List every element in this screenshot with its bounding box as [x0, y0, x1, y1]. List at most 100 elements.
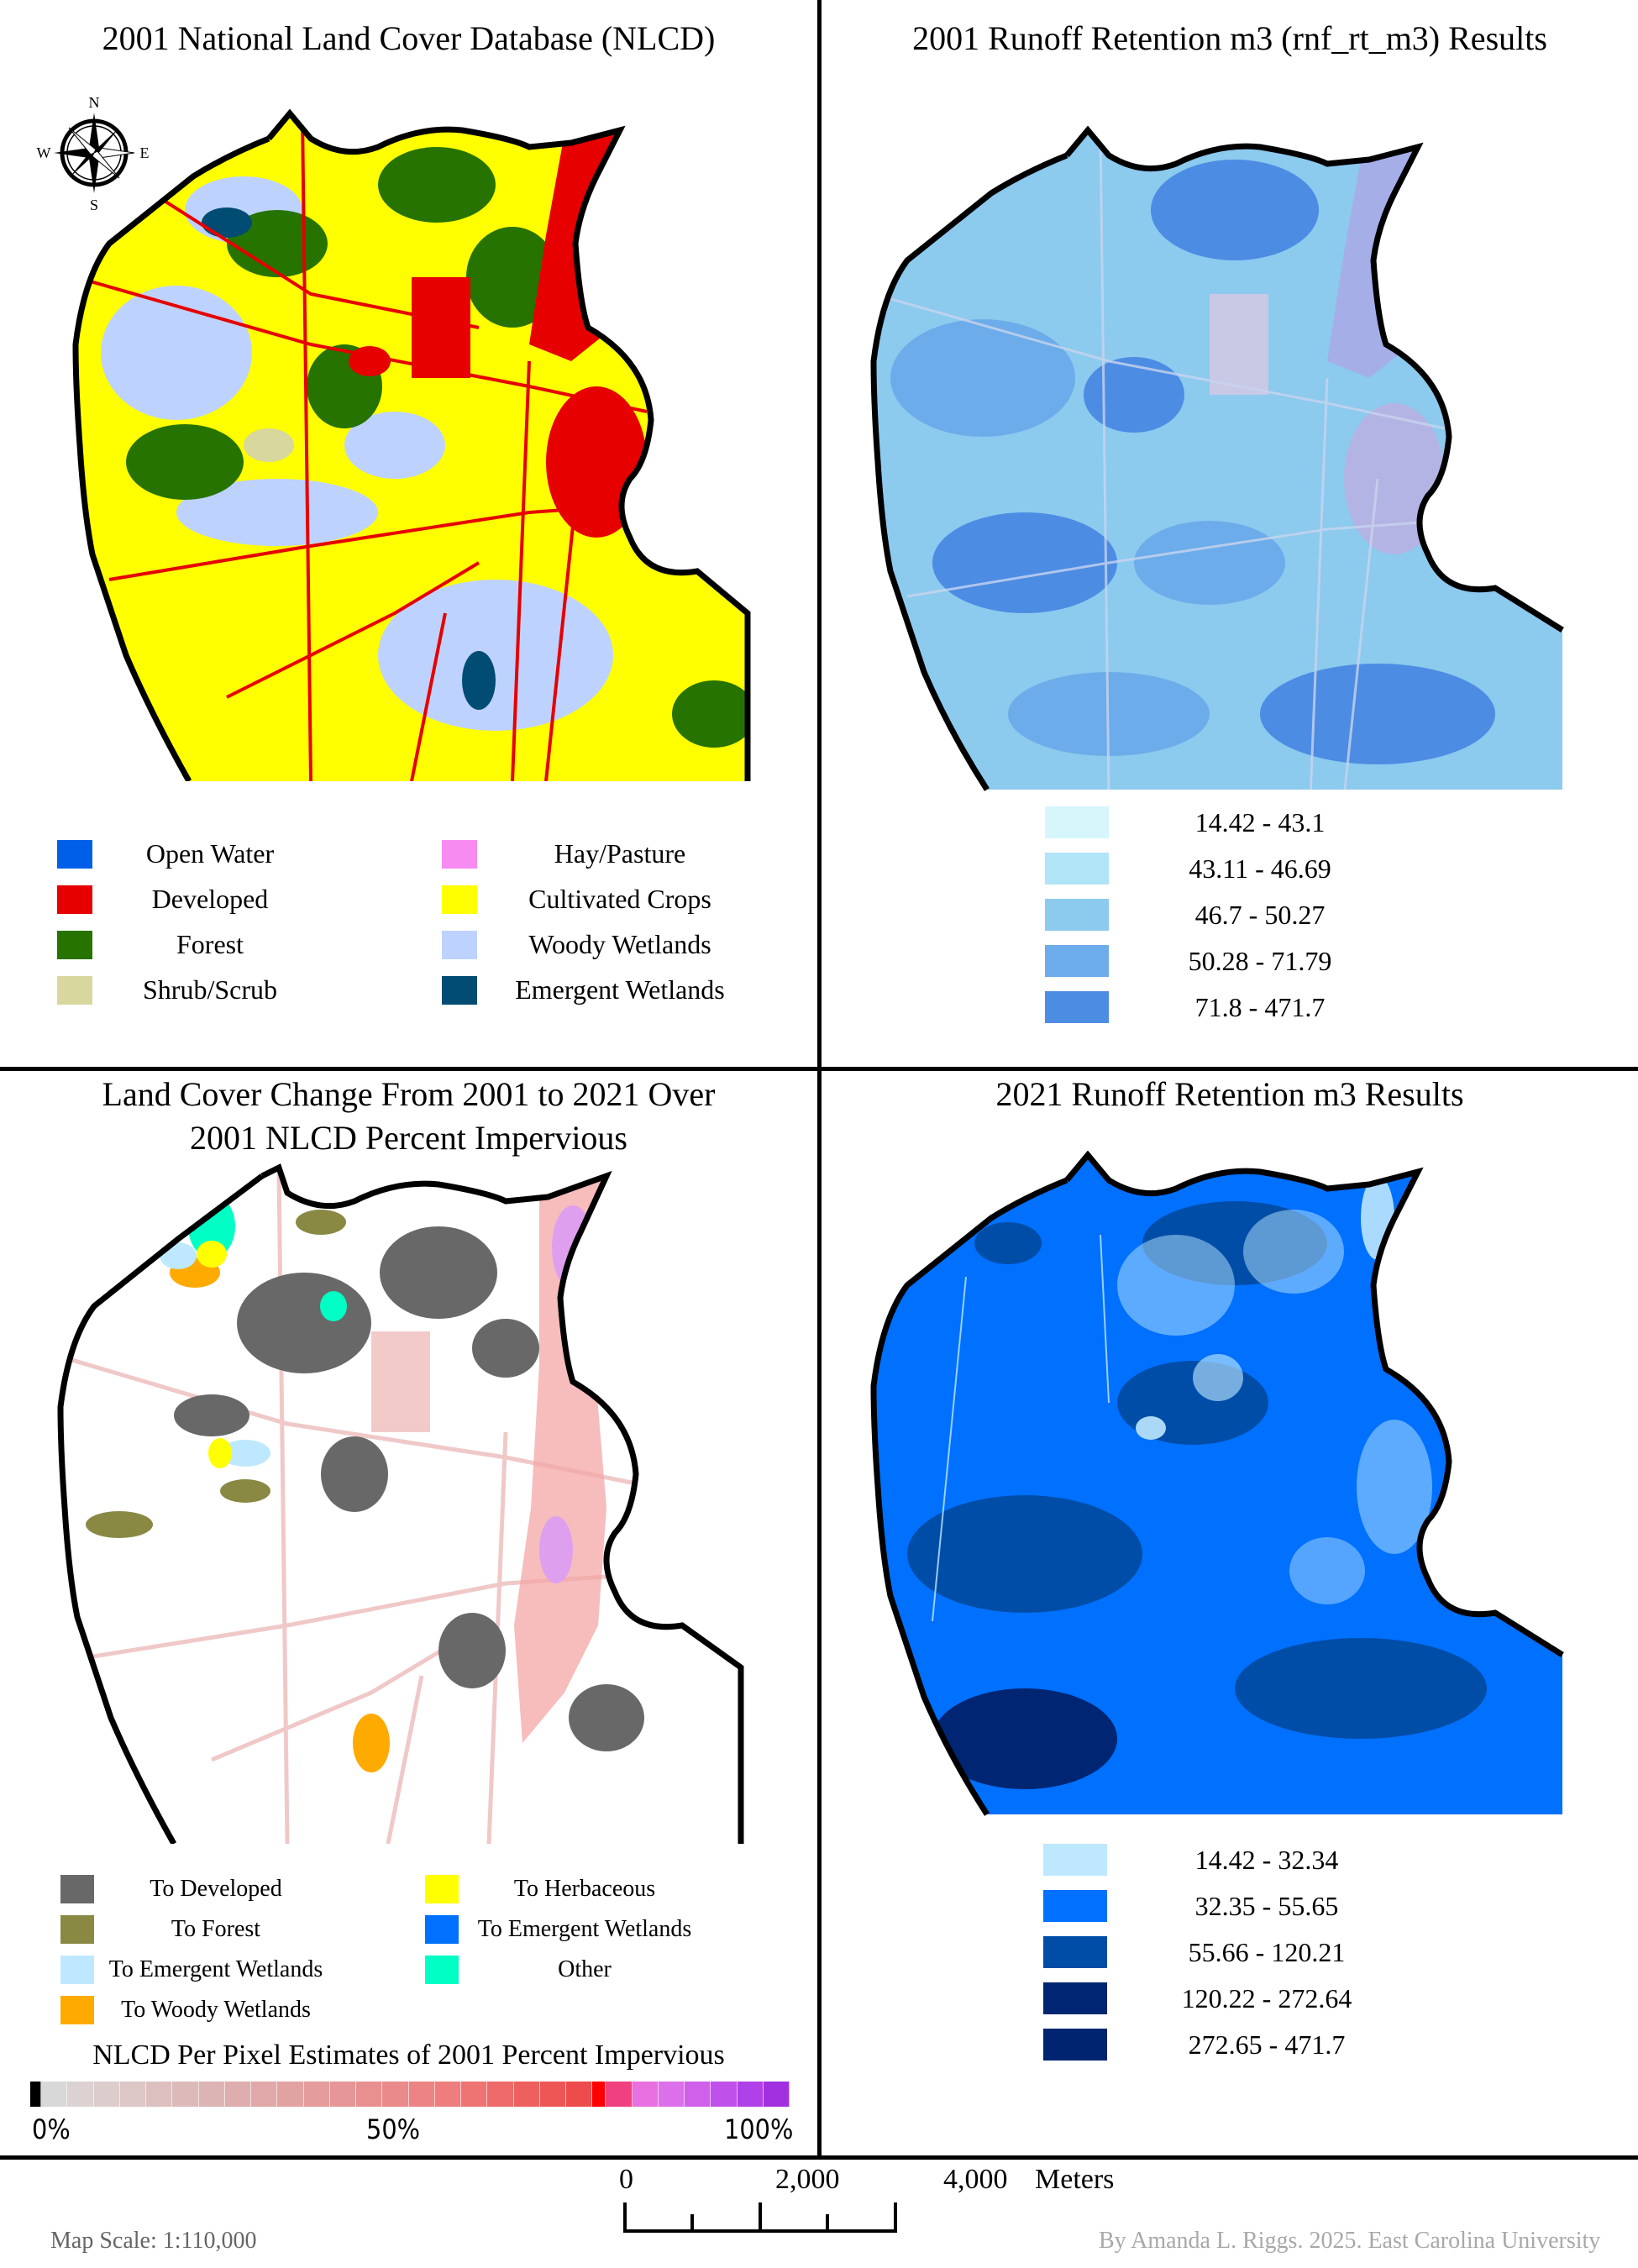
legend-item: 46.7 - 50.27 — [1045, 899, 1411, 931]
colorbar-tick-mid: 50% — [366, 2113, 420, 2145]
colorbar-tick-max: 100% — [724, 2113, 794, 2145]
legend-item: 14.42 - 43.1 — [1045, 806, 1411, 838]
svg-text:S: S — [90, 197, 98, 212]
legend-item: To Woody Wetlands — [60, 1996, 338, 2024]
author-credit: By Amanda L. Riggs. 2025. East Carolina … — [1099, 2228, 1601, 2254]
legend-swatch — [1045, 853, 1109, 885]
scale-label-2000: 2,000 — [775, 2164, 840, 2195]
legend-label: 43.11 - 46.69 — [1189, 853, 1331, 884]
panel-title-line2: 2001 NLCD Percent Impervious — [189, 1119, 627, 1157]
legend-item: To Developed — [60, 1875, 338, 1903]
legend-label: 32.35 - 55.65 — [1194, 1890, 1339, 1921]
impervious-colorbar — [30, 2082, 790, 2107]
colorbar-tick-min: 0% — [32, 2113, 71, 2145]
legend-label: To Emergent Wetlands — [477, 1916, 692, 1942]
legend-swatch — [442, 930, 477, 959]
legend-label: Forest — [176, 929, 244, 959]
scale-label-4000: 4,000 — [943, 2164, 1008, 2195]
legend-swatch — [1045, 806, 1109, 838]
legend-swatch — [1045, 899, 1109, 931]
legend-item: To Forest — [60, 1915, 338, 1944]
panel-nlcd-2001: 2001 National Land Cover Database (NLCD)… — [0, 0, 817, 1067]
legend-item: Woody Wetlands — [442, 929, 763, 960]
svg-text:E: E — [140, 144, 150, 161]
runoff-2021-map — [857, 1150, 1613, 1823]
legend-label: 55.66 - 120.21 — [1188, 1936, 1346, 1967]
legend-label: Woody Wetlands — [528, 929, 711, 959]
legend-label: 46.7 - 50.27 — [1194, 899, 1326, 930]
legend-swatch — [442, 885, 477, 914]
panel-runoff-2001: 2001 Runoff Retention m3 (rnf_rt_m3) Res… — [822, 0, 1638, 1067]
legend-swatch — [1043, 1936, 1107, 1968]
legend-item: To Emergent Wetlands — [60, 1956, 338, 1984]
panel-title-line1: Land Cover Change From 2001 to 2021 Over — [102, 1075, 716, 1113]
legend-item: Forest — [57, 929, 328, 960]
legend-swatch — [60, 1996, 94, 2024]
legend-swatch — [60, 1875, 94, 1903]
legend-swatch — [1043, 1844, 1107, 1876]
legend-label: To Developed — [150, 1876, 282, 1902]
legend-label: To Herbaceous — [513, 1876, 656, 1902]
legend-item: 71.8 - 471.7 — [1045, 991, 1411, 1023]
legend-swatch — [1043, 2029, 1107, 2061]
legend-swatch — [442, 975, 477, 1005]
panel-runoff-2021: 2021 Runoff Retention m3 Results — [822, 1071, 1638, 2155]
legend-item: 32.35 - 55.65 — [1043, 1890, 1426, 1922]
legend-swatch — [57, 839, 92, 869]
legend-label: 14.42 - 43.1 — [1194, 806, 1326, 837]
legend-item: 120.22 - 272.64 — [1043, 1982, 1426, 2014]
legend-swatch — [1045, 991, 1109, 1023]
legend-swatch — [57, 975, 92, 1005]
panel-land-cover-change: Land Cover Change From 2001 to 2021 Over… — [0, 1071, 817, 2155]
horizontal-panel-divider — [0, 1067, 1638, 1071]
legend-swatch — [1043, 1982, 1107, 2014]
legend-label: 120.22 - 272.64 — [1181, 1982, 1352, 2013]
impervious-legend-title: NLCD Per Pixel Estimates of 2001 Percent… — [92, 2040, 725, 2071]
legend-label: To Forest — [171, 1916, 261, 1942]
legend-swatch — [425, 1875, 459, 1903]
svg-text:N: N — [89, 94, 100, 111]
legend-item: Emergent Wetlands — [442, 974, 763, 1005]
scale-unit: Meters — [1035, 2164, 1115, 2195]
legend-swatch — [1043, 1890, 1107, 1922]
legend-item: Other — [425, 1956, 711, 1984]
legend-label: Cultivated Crops — [528, 884, 711, 914]
legend-item: 50.28 - 71.79 — [1045, 945, 1411, 977]
footer-divider — [0, 2155, 1638, 2160]
legend-swatch — [57, 930, 92, 959]
vertical-panel-divider — [817, 0, 822, 2159]
legend-swatch — [60, 1915, 94, 1944]
legend-item: Developed — [57, 884, 328, 915]
runoff-2001-map — [857, 125, 1613, 798]
legend-item: To Emergent Wetlands — [425, 1915, 711, 1944]
legend-swatch — [60, 1956, 94, 1984]
land-cover-change-map — [18, 1155, 791, 1845]
legend-label: Emergent Wetlands — [515, 974, 725, 1005]
legend-item: 55.66 - 120.21 — [1043, 1936, 1426, 1968]
legend-label: Hay/Pasture — [554, 838, 686, 869]
nlcd-land-cover-map — [59, 108, 806, 783]
legend-label: 50.28 - 71.79 — [1188, 945, 1332, 976]
legend-item: Cultivated Crops — [442, 884, 763, 915]
legend-label: Other — [558, 1956, 612, 1982]
legend-item: Open Water — [57, 838, 328, 869]
panel-title: 2001 Runoff Retention m3 (rnf_rt_m3) Res… — [912, 19, 1547, 57]
scale-label-0: 0 — [619, 2164, 633, 2195]
legend-item: 43.11 - 46.69 — [1045, 853, 1411, 885]
compass-rose-icon: N S E W — [35, 94, 153, 213]
panel-title: 2021 Runoff Retention m3 Results — [995, 1075, 1464, 1113]
legend-item: To Herbaceous — [425, 1875, 711, 1903]
legend-label: Developed — [151, 884, 269, 914]
legend-label: To Emergent Wetlands — [108, 1956, 323, 1982]
legend-swatch — [1045, 945, 1109, 977]
legend-label: 14.42 - 32.34 — [1194, 1844, 1339, 1875]
legend-swatch — [425, 1956, 459, 1984]
svg-text:W: W — [37, 144, 51, 161]
legend-label: 272.65 - 471.7 — [1188, 2029, 1346, 2060]
legend-label: Open Water — [145, 838, 275, 869]
legend-swatch — [57, 885, 92, 914]
legend-label: To Woody Wetlands — [121, 1997, 311, 2023]
legend-swatch — [442, 839, 477, 869]
legend-item: Shrub/Scrub — [57, 974, 328, 1005]
legend-label: 71.8 - 471.7 — [1194, 991, 1326, 1022]
